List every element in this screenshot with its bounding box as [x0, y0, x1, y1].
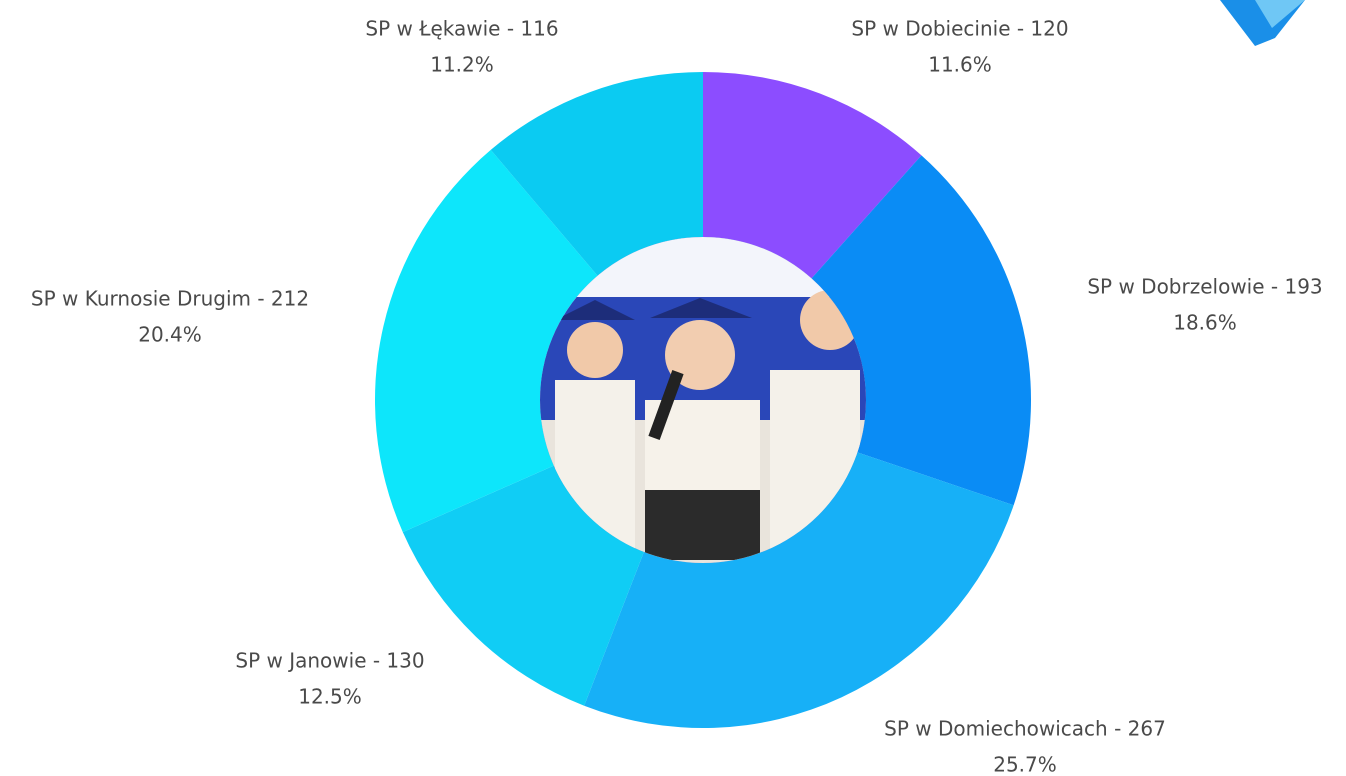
value-label: 11.2% — [430, 53, 494, 77]
value-label: 11.6% — [928, 53, 992, 77]
logo — [1220, 0, 1305, 46]
slice-label: SP w Janowie - 130 — [235, 649, 424, 673]
value-label: 25.7% — [993, 753, 1057, 776]
slice-label: SP w Dobrzelowie - 193 — [1087, 275, 1322, 299]
chart: SP w Dobiecinie - 120 11.6% SP w Dobrzelow… — [0, 0, 1346, 776]
value-label: 20.4% — [138, 323, 202, 347]
slice-label: SP w Domiechowicach - 267 — [884, 717, 1166, 741]
value-label: 12.5% — [298, 685, 362, 709]
value-label: 18.6% — [1173, 311, 1237, 335]
slice-label: SP w Kurnosie Drugim - 212 — [31, 287, 309, 311]
center-photo — [540, 237, 866, 563]
slice-label: SP w Dobiecinie - 120 — [851, 17, 1068, 41]
slice-label: SP w Łękawie - 116 — [365, 17, 558, 41]
